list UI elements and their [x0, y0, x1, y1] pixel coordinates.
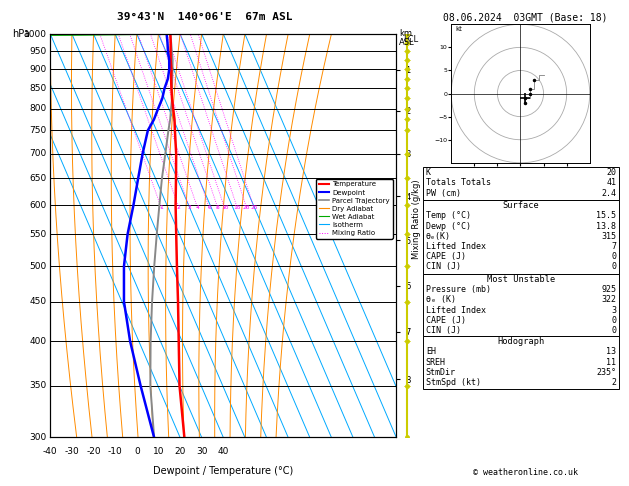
- Text: 925: 925: [601, 285, 616, 295]
- Text: km
ASL: km ASL: [399, 29, 415, 47]
- Text: hPa: hPa: [13, 29, 30, 39]
- Text: 350: 350: [30, 381, 47, 390]
- Text: 450: 450: [30, 297, 47, 306]
- Text: CIN (J): CIN (J): [426, 326, 461, 335]
- Text: 750: 750: [30, 126, 47, 135]
- Text: 1: 1: [160, 206, 163, 210]
- Text: Dewp (°C): Dewp (°C): [426, 222, 471, 231]
- Text: 550: 550: [30, 230, 47, 239]
- Text: 4: 4: [196, 206, 199, 210]
- Text: CAPE (J): CAPE (J): [426, 252, 466, 261]
- Text: 25: 25: [250, 206, 258, 210]
- Text: 900: 900: [30, 65, 47, 74]
- Legend: Temperature, Dewpoint, Parcel Trajectory, Dry Adiabat, Wet Adiabat, Isotherm, Mi: Temperature, Dewpoint, Parcel Trajectory…: [316, 179, 392, 239]
- Text: 400: 400: [30, 336, 47, 346]
- Text: CAPE (J): CAPE (J): [426, 316, 466, 325]
- Text: 0: 0: [611, 262, 616, 272]
- Text: -30: -30: [65, 448, 79, 456]
- Text: © weatheronline.co.uk: © weatheronline.co.uk: [473, 468, 577, 477]
- Text: Lifted Index: Lifted Index: [426, 306, 486, 315]
- Text: EH: EH: [426, 347, 436, 357]
- Text: 700: 700: [30, 149, 47, 158]
- Text: 30: 30: [196, 448, 208, 456]
- Text: θₑ(K): θₑ(K): [426, 232, 451, 241]
- Text: 13: 13: [606, 347, 616, 357]
- Text: -10: -10: [108, 448, 123, 456]
- Text: SREH: SREH: [426, 358, 446, 367]
- Text: 600: 600: [30, 201, 47, 209]
- Text: 315: 315: [601, 232, 616, 241]
- Text: 8: 8: [216, 206, 220, 210]
- Text: -20: -20: [86, 448, 101, 456]
- Text: K: K: [426, 168, 431, 177]
- Text: 850: 850: [30, 84, 47, 93]
- Text: Dewpoint / Temperature (°C): Dewpoint / Temperature (°C): [153, 466, 293, 476]
- Text: Hodograph: Hodograph: [497, 337, 545, 346]
- Text: 6: 6: [208, 206, 211, 210]
- Text: 322: 322: [601, 295, 616, 305]
- Text: 15: 15: [233, 206, 241, 210]
- Text: Temp (°C): Temp (°C): [426, 211, 471, 221]
- Text: 10: 10: [153, 448, 164, 456]
- Text: kt: kt: [456, 26, 463, 32]
- Text: 20: 20: [243, 206, 250, 210]
- Text: Totals Totals: Totals Totals: [426, 178, 491, 188]
- Text: 500: 500: [30, 262, 47, 271]
- Text: 3: 3: [611, 306, 616, 315]
- Text: Surface: Surface: [503, 201, 539, 210]
- Text: θₑ (K): θₑ (K): [426, 295, 456, 305]
- Text: 10: 10: [221, 206, 228, 210]
- Text: 2: 2: [177, 206, 181, 210]
- Text: 20: 20: [174, 448, 186, 456]
- Text: StmSpd (kt): StmSpd (kt): [426, 378, 481, 387]
- Text: 950: 950: [30, 47, 47, 56]
- Text: 0: 0: [611, 326, 616, 335]
- Text: Lifted Index: Lifted Index: [426, 242, 486, 251]
- Text: 20: 20: [606, 168, 616, 177]
- Text: 7: 7: [611, 242, 616, 251]
- Text: -40: -40: [43, 448, 58, 456]
- Text: 08.06.2024  03GMT (Base: 18): 08.06.2024 03GMT (Base: 18): [443, 12, 608, 22]
- Text: 0: 0: [611, 316, 616, 325]
- Text: CIN (J): CIN (J): [426, 262, 461, 272]
- Text: 15.5: 15.5: [596, 211, 616, 221]
- Text: 800: 800: [30, 104, 47, 113]
- Text: 13.8: 13.8: [596, 222, 616, 231]
- Text: 235°: 235°: [596, 368, 616, 377]
- Text: 39°43'N  140°06'E  67m ASL: 39°43'N 140°06'E 67m ASL: [116, 12, 292, 22]
- Text: 0: 0: [134, 448, 140, 456]
- Text: StmDir: StmDir: [426, 368, 456, 377]
- Text: 41: 41: [606, 178, 616, 188]
- Text: 2: 2: [611, 378, 616, 387]
- Text: 2.4: 2.4: [601, 189, 616, 198]
- Text: 650: 650: [30, 174, 47, 183]
- Text: Mixing Ratio (g/kg): Mixing Ratio (g/kg): [412, 179, 421, 259]
- Text: Pressure (mb): Pressure (mb): [426, 285, 491, 295]
- Text: 3: 3: [188, 206, 192, 210]
- Text: 11: 11: [606, 358, 616, 367]
- Text: 0: 0: [611, 252, 616, 261]
- Text: 40: 40: [218, 448, 229, 456]
- Text: Most Unstable: Most Unstable: [487, 275, 555, 284]
- Text: LCL: LCL: [403, 35, 418, 44]
- Text: 300: 300: [30, 433, 47, 442]
- Text: PW (cm): PW (cm): [426, 189, 461, 198]
- Text: 1000: 1000: [24, 30, 47, 38]
